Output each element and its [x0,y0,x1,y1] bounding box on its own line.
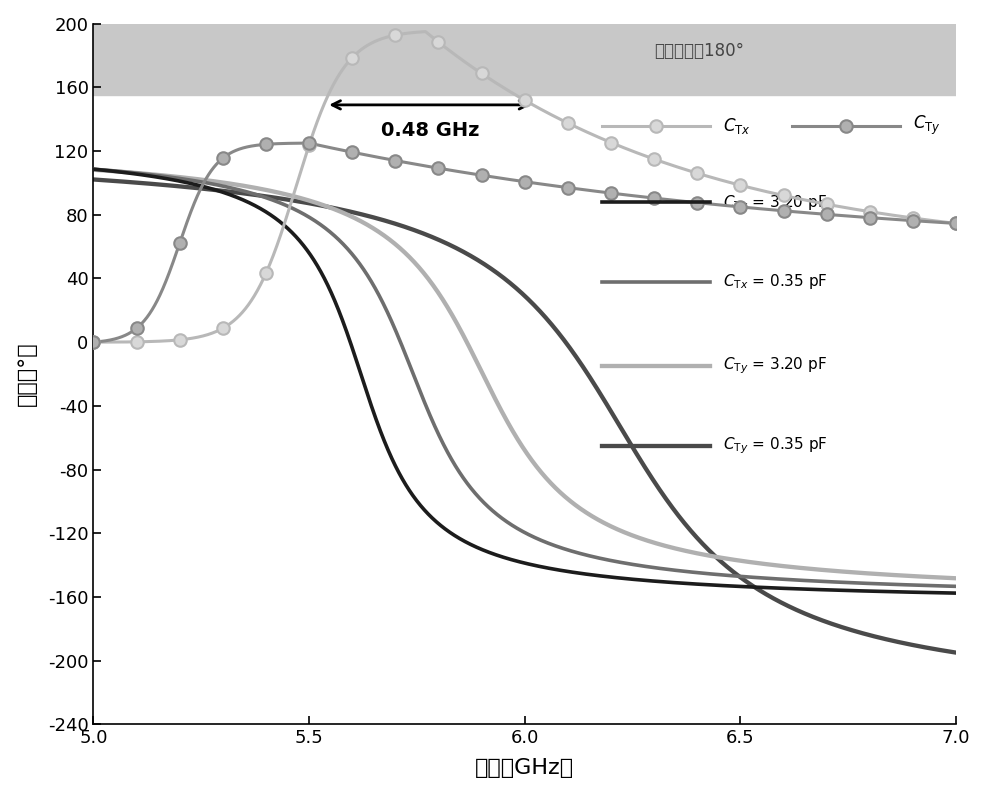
Y-axis label: 相位（°）: 相位（°） [17,342,36,406]
Bar [94,24,955,95]
Text: $C_{\rm T\mathit{x}}$ = 0.35 pF: $C_{\rm T\mathit{x}}$ = 0.35 pF [723,272,827,291]
Text: $C_{\rm T\mathit{y}}$: $C_{\rm T\mathit{y}}$ [912,114,940,138]
Text: $C_{\rm T\mathit{y}}$ = 0.35 pF: $C_{\rm T\mathit{y}}$ = 0.35 pF [723,436,827,456]
Text: $C_{\rm T\mathit{x}}$ = 3.20 pF: $C_{\rm T\mathit{x}}$ = 3.20 pF [723,192,826,211]
Text: 0.48 GHz: 0.48 GHz [381,121,478,140]
Text: $C_{\rm T\mathit{x}}$: $C_{\rm T\mathit{x}}$ [723,115,750,136]
X-axis label: 频率（GHz）: 频率（GHz） [474,758,574,778]
Text: $C_{\rm T\mathit{y}}$ = 3.20 pF: $C_{\rm T\mathit{y}}$ = 3.20 pF [723,355,826,376]
Text: 相位差约为180°: 相位差约为180° [654,42,743,60]
